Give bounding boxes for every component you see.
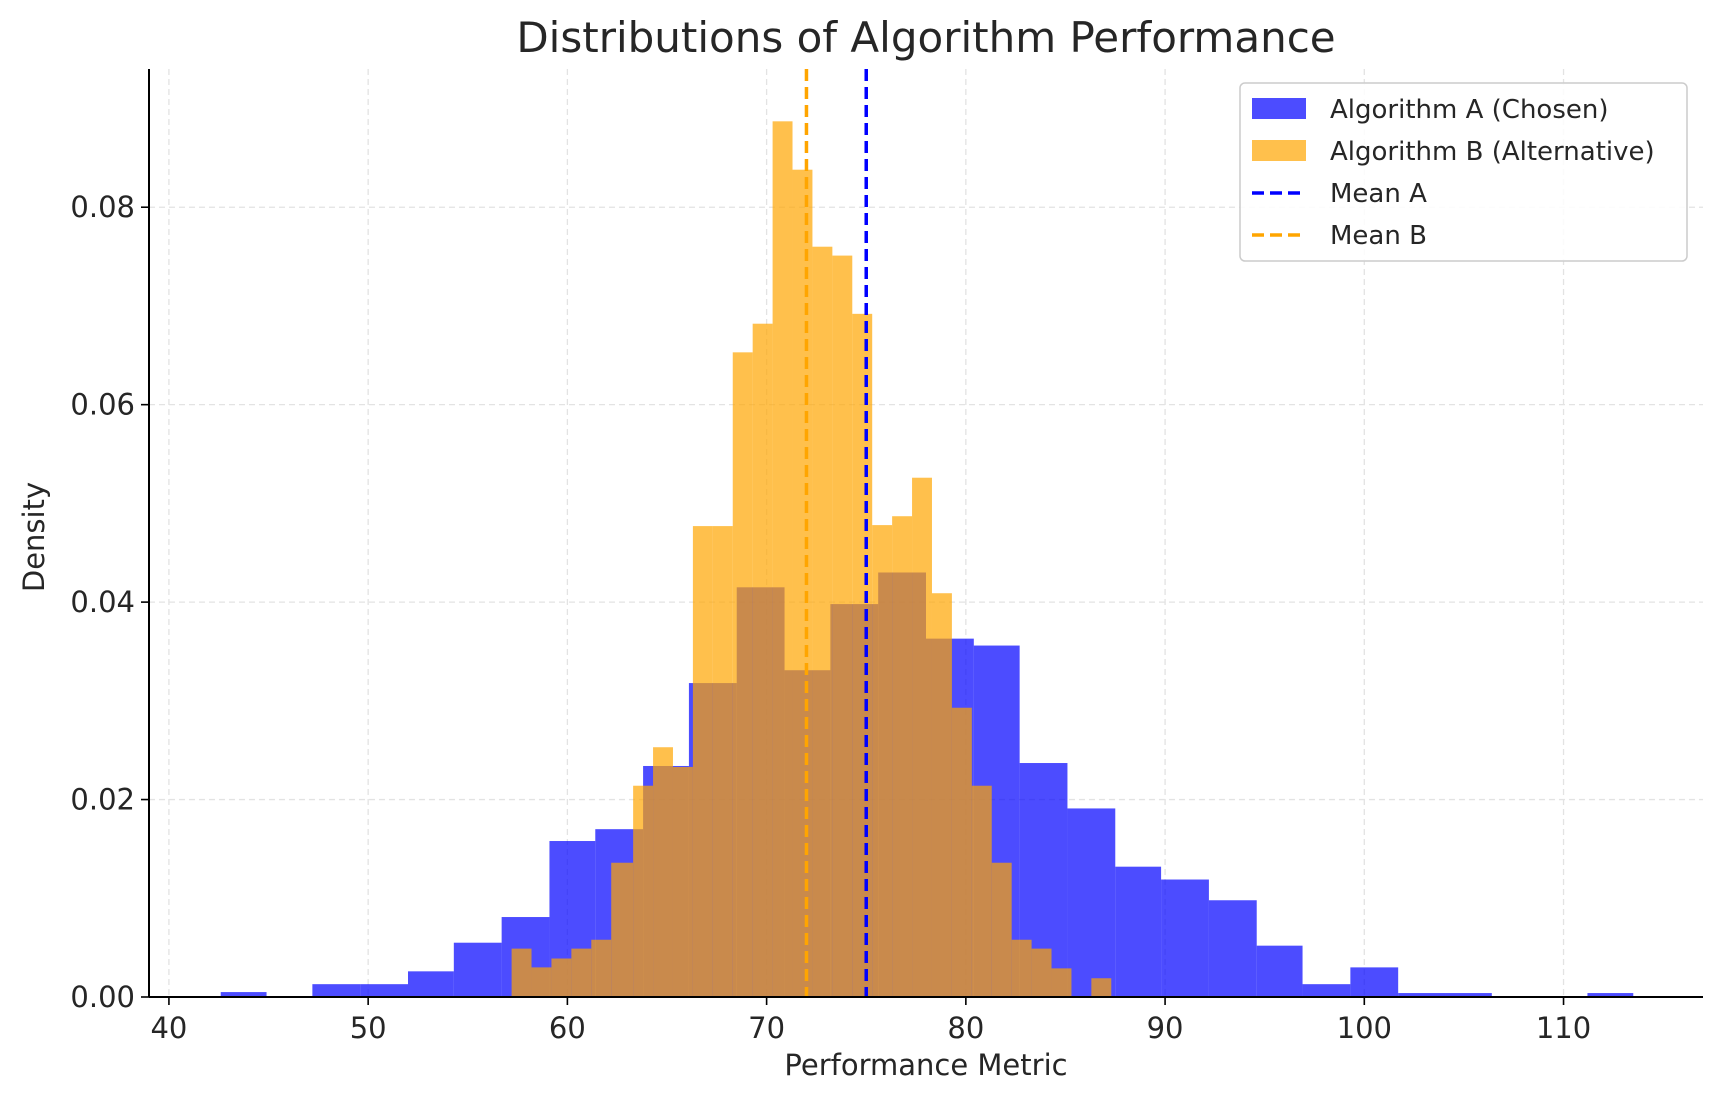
x-tick-label: 40	[150, 1011, 187, 1045]
x-tick-label: 70	[748, 1011, 785, 1045]
legend-entry-algorithm-a: Algorithm A (Chosen)	[1252, 95, 1609, 125]
legend: Algorithm A (Chosen) Algorithm B (Alterna…	[1239, 82, 1688, 262]
x-tick-label: 110	[1536, 1011, 1591, 1045]
histogram-bar	[1115, 866, 1162, 997]
histogram-bar	[1398, 993, 1446, 997]
y-tick-label: 0.04	[70, 585, 135, 619]
legend-swatch	[1252, 98, 1306, 119]
histogram-bar	[931, 593, 952, 997]
legend-label: Algorithm B (Alternative)	[1330, 137, 1655, 167]
histogram-bar	[1067, 808, 1116, 997]
y-tick-label: 0.00	[70, 980, 135, 1014]
histogram-bar	[1302, 984, 1351, 997]
series-algorithm-b	[511, 121, 1112, 998]
histogram-bar	[1031, 948, 1052, 997]
histogram-bar	[1445, 993, 1492, 997]
legend-label: Mean B	[1330, 221, 1427, 251]
histogram-bar	[653, 747, 673, 997]
histogram-bar	[1011, 939, 1032, 997]
histogram-bar	[408, 971, 454, 997]
histogram-bar	[511, 948, 532, 997]
histogram-bar	[692, 526, 713, 997]
chart-title: Distributions of Algorithm Performance	[516, 13, 1335, 62]
histogram-bar	[1208, 900, 1257, 997]
y-tick-label: 0.08	[70, 190, 135, 224]
histogram-bar	[1091, 978, 1112, 997]
x-tick-label: 50	[350, 1011, 387, 1045]
histogram-bar	[591, 939, 612, 997]
histogram-bar	[832, 255, 853, 998]
histogram-bar	[1051, 968, 1072, 997]
legend-entry-mean-a: Mean A	[1252, 179, 1427, 209]
histogram-bar	[571, 948, 592, 997]
x-axis-label: Performance Metric	[784, 1048, 1067, 1082]
histogram-bar	[772, 121, 793, 997]
histogram-bar	[453, 942, 502, 997]
histogram-bar	[633, 785, 654, 997]
y-tick-label: 0.06	[70, 388, 135, 422]
legend-box	[1239, 82, 1688, 262]
legend-label: Mean A	[1330, 179, 1427, 209]
legend-entry-algorithm-b: Algorithm B (Alternative)	[1252, 137, 1655, 167]
legend-swatch	[1252, 140, 1306, 161]
x-tick-label: 60	[549, 1011, 586, 1045]
histogram-bar	[312, 984, 361, 997]
histogram-bar	[732, 352, 753, 997]
histogram-bar	[672, 766, 693, 997]
histogram-bar	[912, 477, 932, 997]
tick-labels: 40 50 60 70 80 90 100 110 0.00 0.02 0.04 0.06 0.08	[70, 190, 1591, 1045]
histogram-bar	[1161, 879, 1209, 997]
x-tick-label: 90	[1147, 1011, 1184, 1045]
histogram-bar	[220, 992, 267, 997]
x-tick-label: 100	[1337, 1011, 1392, 1045]
axes	[148, 69, 1703, 998]
histogram-bar	[971, 785, 992, 997]
histogram-bar	[712, 526, 733, 997]
histogram-bar	[872, 525, 893, 997]
legend-entry-mean-b: Mean B	[1252, 221, 1427, 251]
histogram-bar	[360, 984, 408, 997]
y-tick-label: 0.02	[70, 783, 135, 817]
y-axis-label: Density	[17, 482, 51, 592]
histogram-bar	[1350, 967, 1399, 997]
histogram-bar	[1587, 993, 1634, 997]
x-tick-label: 80	[947, 1011, 984, 1045]
mean-lines	[804, 69, 868, 997]
histogram-bar	[611, 862, 634, 997]
histogram-bar	[792, 169, 813, 997]
histogram-bar	[551, 958, 572, 997]
histogram-bar	[951, 707, 972, 997]
histogram-bar	[531, 967, 552, 997]
histogram-bar	[812, 246, 833, 997]
histogram-bar	[852, 313, 873, 997]
histogram-bar	[1256, 945, 1303, 997]
histogram-bar	[752, 323, 773, 997]
legend-label: Algorithm A (Chosen)	[1330, 95, 1609, 125]
histogram-bar	[991, 862, 1012, 997]
histogram-bar	[892, 516, 913, 997]
